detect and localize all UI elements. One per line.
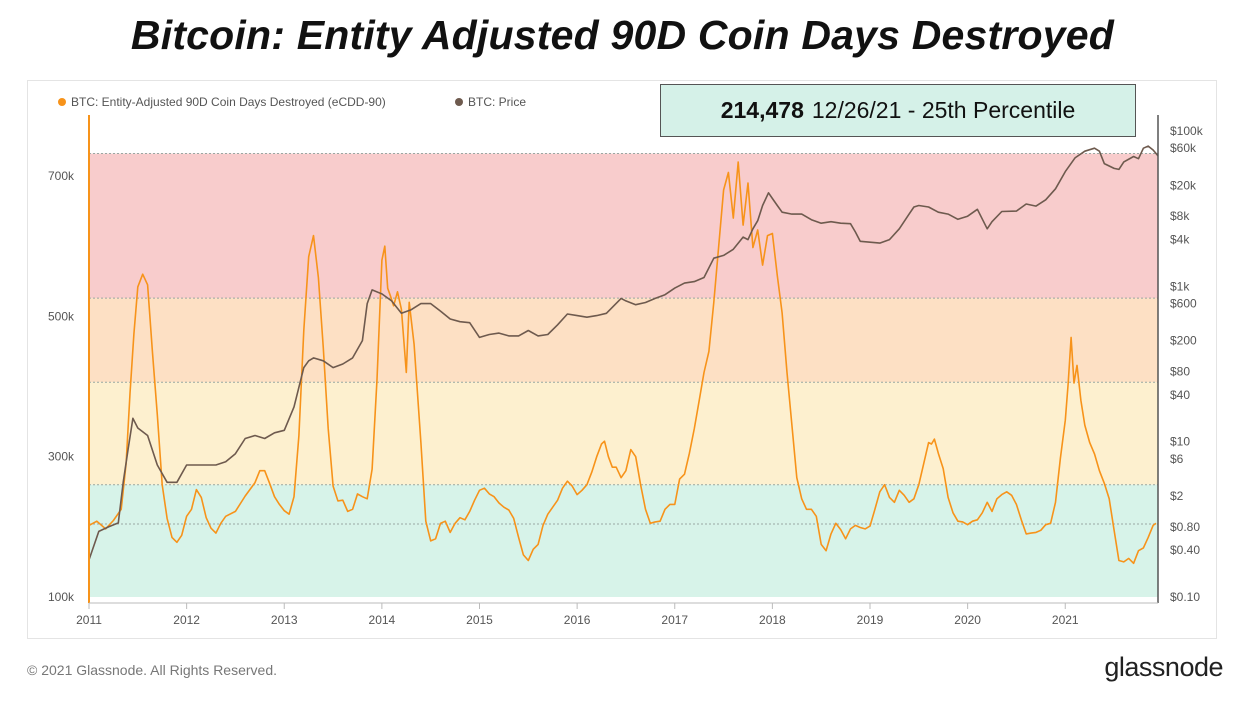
x-tick-label: 2012 xyxy=(173,613,200,627)
y-right-tick-label: $600 xyxy=(1170,297,1197,311)
x-tick-label: 2021 xyxy=(1052,613,1079,627)
y-left-tick-label: 500k xyxy=(48,309,75,323)
glassnode-logo: glassnode xyxy=(1104,652,1223,682)
y-right-tick-label: $20k xyxy=(1170,178,1197,192)
footer-copyright: © 2021 Glassnode. All Rights Reserved. xyxy=(27,662,278,678)
y-right-tick-label: $10 xyxy=(1170,435,1190,449)
y-right-tick-label: $1k xyxy=(1170,279,1190,293)
legend-item-price[interactable]: BTC: Price xyxy=(455,95,526,109)
y-left-tick-label: 700k xyxy=(48,169,75,183)
x-tick-label: 2017 xyxy=(661,613,688,627)
x-tick-label: 2013 xyxy=(271,613,298,627)
x-tick-label: 2018 xyxy=(759,613,786,627)
y-right-tick-label: $0.10 xyxy=(1170,590,1200,604)
callout-text: 12/26/21 - 25th Percentile xyxy=(811,97,1076,123)
y-right-tick-label: $60k xyxy=(1170,141,1197,155)
band-red xyxy=(89,153,1158,299)
y-left-tick-label: 100k xyxy=(48,590,75,604)
legend-label-price: BTC: Price xyxy=(468,95,527,109)
callout-value: 214,478 xyxy=(720,97,804,123)
legend-item-ecdd[interactable]: BTC: Entity-Adjusted 90D Coin Days Destr… xyxy=(58,95,386,109)
series-ecdd-line xyxy=(88,161,1157,565)
band-orange xyxy=(89,298,1158,383)
x-tick-label: 2020 xyxy=(954,613,981,627)
y-right-tick-label: $8k xyxy=(1170,209,1190,223)
legend-label-ecdd: BTC: Entity-Adjusted 90D Coin Days Destr… xyxy=(71,95,386,109)
y-right-tick-label: $100k xyxy=(1170,124,1204,138)
y-right-tick-label: $2 xyxy=(1170,489,1184,503)
callout-box: 214,478 12/26/21 - 25th Percentile xyxy=(660,84,1136,137)
x-tick-label: 2019 xyxy=(857,613,884,627)
x-tick-label: 2011 xyxy=(76,613,102,627)
band-yellow xyxy=(89,382,1158,485)
x-tick-label: 2016 xyxy=(564,613,591,627)
legend-dot-price xyxy=(455,98,463,106)
legend-dot-ecdd xyxy=(58,98,66,106)
y-right-tick-label: $40 xyxy=(1170,388,1190,402)
y-right-tick-label: $0.40 xyxy=(1170,543,1200,557)
series-price-line xyxy=(88,145,1159,561)
y-right-tick-label: $6 xyxy=(1170,452,1184,466)
y-left-tick-label: 300k xyxy=(48,450,75,464)
band-green xyxy=(89,484,1158,597)
x-tick-label: 2014 xyxy=(369,613,396,627)
y-right-tick-label: $80 xyxy=(1170,365,1190,379)
y-right-tick-label: $4k xyxy=(1170,233,1190,247)
chart-title: Bitcoin: Entity Adjusted 90D Coin Days D… xyxy=(130,12,1115,58)
x-tick-label: 2015 xyxy=(466,613,493,627)
y-right-tick-label: $0.80 xyxy=(1170,520,1200,534)
y-right-tick-label: $200 xyxy=(1170,334,1197,348)
